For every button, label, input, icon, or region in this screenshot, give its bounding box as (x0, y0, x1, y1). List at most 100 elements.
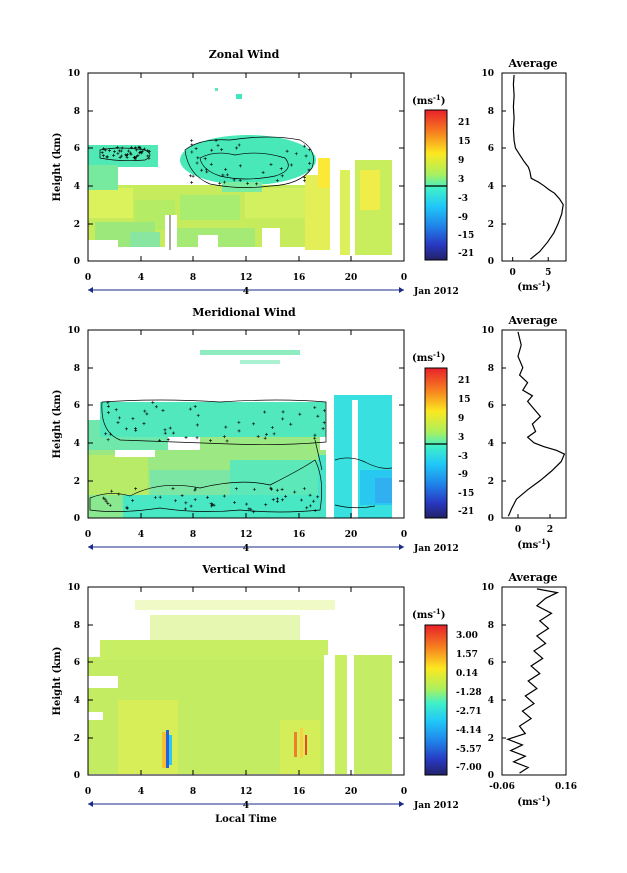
contour-mark (225, 173, 229, 177)
contour-mark (302, 179, 306, 183)
unit-prefix: (ms (412, 353, 433, 364)
colorbar-unit: (ms-1) (412, 607, 445, 621)
contour-mark (120, 146, 124, 150)
unit-prefix: (ms (517, 540, 538, 551)
contour-mark (281, 410, 285, 414)
contour-mark (101, 154, 105, 158)
contour-line (101, 399, 327, 446)
colorbar-label: -2.71 (456, 707, 482, 717)
contour-mark (313, 406, 317, 409)
contour-mark (304, 154, 308, 158)
unit-suffix: ) (546, 282, 551, 293)
contour-mark (189, 504, 193, 508)
contour-mark (188, 174, 192, 178)
day-axis: 4 Jan 2012 (88, 287, 459, 297)
contour-mark (249, 507, 253, 511)
field-right (354, 655, 392, 774)
colorbar-ramp (424, 367, 448, 519)
colorbar-label: 15 (458, 395, 471, 405)
contour-mark (125, 506, 129, 510)
contour-mark (137, 145, 141, 149)
contour-mark (209, 439, 213, 443)
x-ticks (140, 330, 352, 518)
contour-mark (233, 500, 237, 504)
unit-prefix: (ms (412, 610, 433, 621)
contour-mark (183, 507, 187, 511)
colorbar-label: -21 (458, 249, 474, 259)
x-ticks (87, 73, 352, 261)
contour-mark (142, 147, 146, 151)
contour-mark (303, 175, 307, 179)
profile-x-tick-label: 0.16 (555, 782, 577, 792)
contour-mark (190, 143, 194, 147)
panel-zonal: Zonal Wind (52, 48, 567, 297)
profile-line (507, 331, 566, 517)
contour-mark (280, 498, 284, 502)
contour-mark (168, 426, 172, 430)
y-tick-label: 0 (74, 771, 80, 781)
contour-mark (313, 433, 317, 437)
field-gap (324, 655, 332, 774)
contour-mark (269, 486, 273, 490)
contour-mark (279, 167, 283, 171)
colorbar-unit: (ms-1) (412, 93, 445, 107)
profile-y-tick-label: 10 (481, 69, 494, 79)
field-patch (180, 195, 240, 220)
heatmap-field (88, 88, 392, 255)
field-patch (88, 495, 123, 518)
contour-mark (302, 144, 306, 148)
date-label: Jan 2012 (413, 544, 459, 554)
contour-mark (190, 180, 194, 184)
day-marker: 4 (243, 544, 249, 554)
profile-frame (501, 586, 567, 776)
contour-mark (133, 156, 137, 160)
profile-frame (501, 72, 567, 262)
y-tick-label: 4 (74, 439, 80, 449)
day-marker: 4 (243, 287, 249, 297)
contour-mark (214, 138, 218, 142)
day-axis-arrow-left (88, 801, 93, 807)
contour-mark (238, 178, 242, 182)
contour-mark (108, 503, 112, 507)
field-strike (169, 735, 172, 765)
y-tick-label: 10 (67, 69, 80, 79)
colorbar-label: 9 (458, 156, 464, 166)
profile-y-tick-label: 0 (488, 771, 494, 781)
contour-mark (195, 423, 199, 427)
contour-mark (293, 490, 297, 494)
contour-lines (89, 399, 393, 513)
contour-mark (106, 404, 110, 408)
y-axis-label: Height (km) (52, 647, 63, 716)
y-tick-label: 6 (74, 658, 80, 668)
day-axis-arrow-right (399, 544, 404, 550)
contour-mark (271, 498, 275, 502)
profile-frame (501, 329, 567, 519)
contour-mark (235, 146, 239, 150)
plot-frame: 0 4 8 12 16 20 0 0 2 4 6 8 10 Height (km… (52, 69, 407, 283)
day-axis-arrow-left (88, 544, 93, 550)
contour-mark (194, 147, 198, 151)
unit-exponent: -1 (538, 279, 546, 288)
profile-y-tick-label: 8 (488, 107, 494, 117)
profile-y-tick-label: 0 (488, 257, 494, 267)
contour-line (334, 457, 393, 469)
unit-exponent: -1 (538, 794, 546, 803)
contour-mark (166, 437, 170, 441)
contour-mark (163, 428, 167, 432)
field-strike (162, 732, 166, 768)
field-gap (88, 712, 103, 720)
x-tick-label: 0 (85, 787, 91, 797)
y-ticks (88, 110, 404, 225)
y-axis-label: Height (km) (52, 390, 63, 459)
contour-mark (305, 506, 309, 510)
contour-mark (275, 179, 279, 183)
contour-mark (112, 150, 116, 154)
contour-mark (147, 156, 151, 160)
contour-mark (218, 181, 222, 185)
contour-mark (222, 494, 226, 498)
x-tick-label: 0 (85, 530, 91, 540)
contour-mark (280, 487, 284, 491)
colorbar-label: -1.28 (456, 688, 482, 698)
